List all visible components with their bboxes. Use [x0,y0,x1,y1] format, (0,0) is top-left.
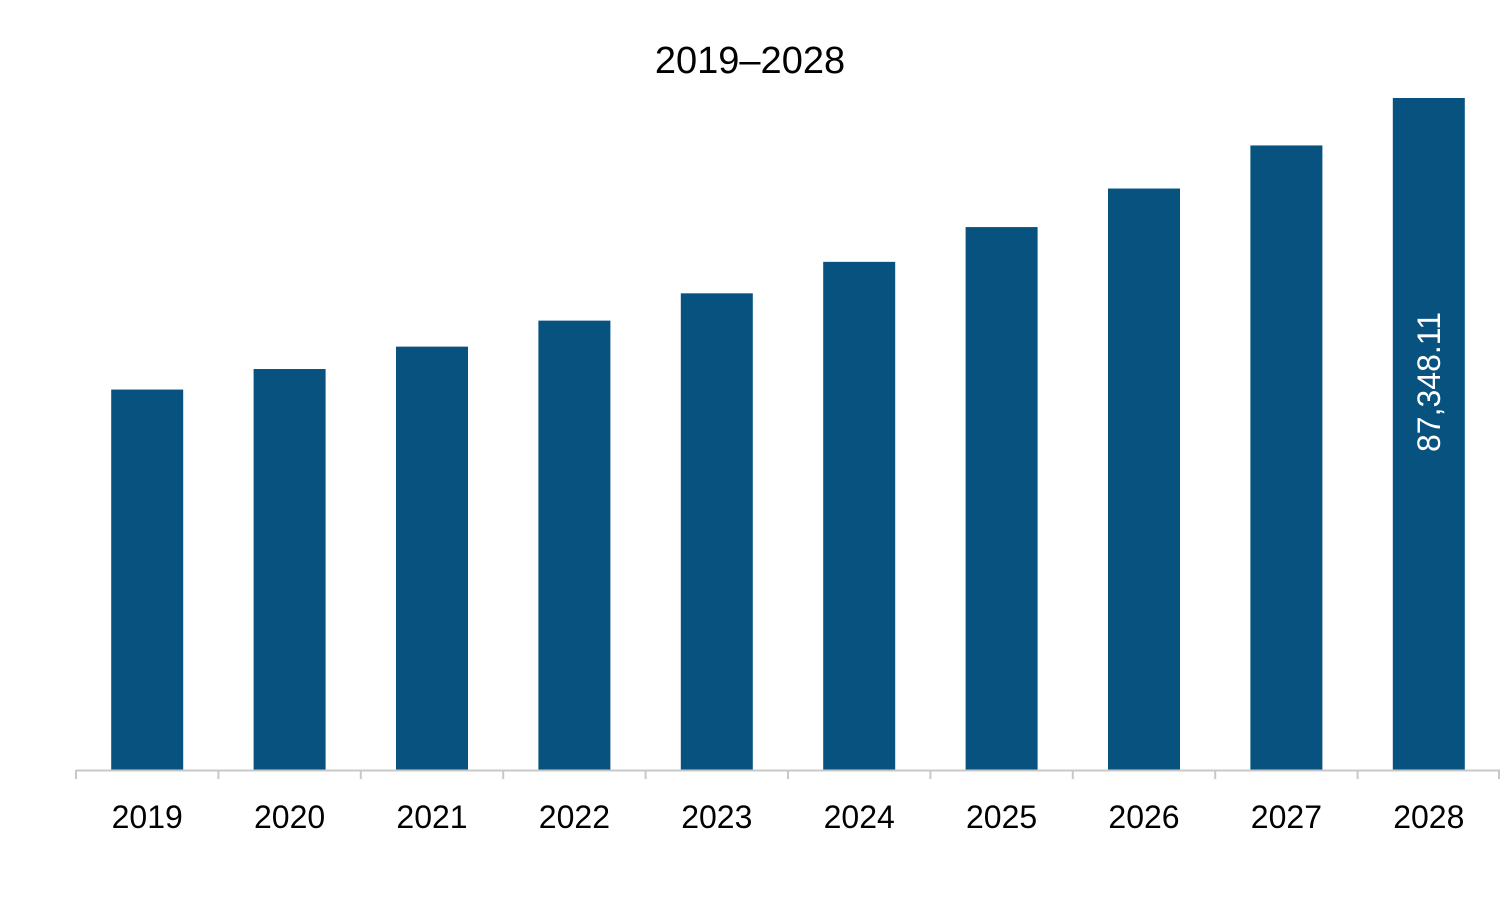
bar-2023 [680,293,753,770]
chart-title: 2019–2028 [655,40,845,82]
bar-2024 [823,261,896,770]
x-tick-label-2027: 2027 [1251,799,1322,835]
x-tick-label-2019: 2019 [112,799,183,835]
bar-2028 [1392,98,1465,770]
x-tick-labels: 2019 2020 2021 2022 2023 2024 2025 2026 2027 2028 [112,799,1465,835]
data-labels: 87,348.11 [1411,312,1447,452]
x-tick-label-2023: 2023 [681,799,752,835]
x-axis [75,769,1500,779]
bars-layer [111,98,1465,771]
x-tick-label-2028: 2028 [1393,799,1464,835]
data-label-2028: 87,348.11 [1411,312,1447,452]
bar-2021 [396,346,468,770]
bar-2020 [253,369,326,770]
x-tick-label-2021: 2021 [396,799,467,835]
x-tick-label-2026: 2026 [1108,799,1179,835]
x-tick-label-2022: 2022 [539,799,610,835]
x-tick-label-2020: 2020 [254,799,325,835]
bar-2027 [1250,145,1323,770]
bar-2026 [1108,188,1180,771]
x-tick-label-2025: 2025 [966,799,1037,835]
bar-2019 [111,389,184,770]
bar-2022 [538,320,611,770]
x-tick-label-2024: 2024 [824,799,895,835]
bar-2025 [965,227,1038,770]
